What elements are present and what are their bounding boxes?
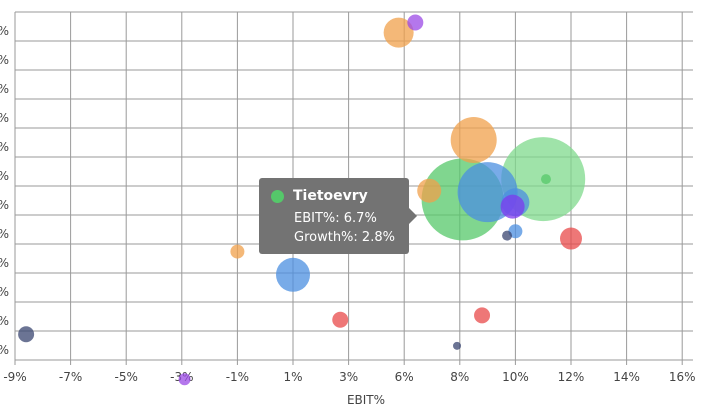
x-tick-label: -1% <box>226 370 249 384</box>
y-tick-label: % <box>0 227 9 241</box>
x-tick-label: 12% <box>558 370 585 384</box>
data-point-bubble[interactable] <box>18 326 35 343</box>
x-tick-label: 1% <box>283 370 302 384</box>
data-point-bubble[interactable] <box>560 227 582 250</box>
data-point-bubble[interactable] <box>453 341 462 350</box>
data-point-bubble[interactable] <box>474 307 491 324</box>
tooltip-growth-line: Growth%: 2.8% <box>294 230 395 245</box>
tooltip-arrow <box>409 208 417 224</box>
y-tick-label: % <box>0 53 9 67</box>
x-tick-label: -9% <box>3 370 26 384</box>
y-tick-label: % <box>0 82 9 96</box>
y-tick-label: % <box>0 285 9 299</box>
data-point-bubble[interactable] <box>502 230 513 241</box>
x-tick-label: 10% <box>502 370 529 384</box>
x-tick-label: 16% <box>669 370 696 384</box>
y-tick-label: % <box>0 256 9 270</box>
tooltip-ebit-line: EBIT%: 6.7% <box>294 211 377 226</box>
data-point-bubble[interactable] <box>230 244 245 259</box>
y-tick-label: % <box>0 314 9 328</box>
x-tick-label: 6% <box>395 370 414 384</box>
tooltip-title: Tietoevry <box>293 188 368 204</box>
y-tick-labels: %%%%%%%%%%%% <box>0 24 9 357</box>
data-point-bubble[interactable] <box>417 178 442 203</box>
y-tick-label: % <box>0 169 9 183</box>
y-tick-label: % <box>0 198 9 212</box>
tooltip-color-swatch <box>271 189 284 203</box>
y-tick-label: % <box>0 140 9 154</box>
data-point-bubble[interactable] <box>178 373 191 386</box>
x-tick-label: -7% <box>59 370 82 384</box>
data-point-bubble[interactable] <box>407 14 424 31</box>
data-point-bubble[interactable] <box>500 194 525 219</box>
y-tick-label: % <box>0 111 9 125</box>
x-tick-label: -5% <box>115 370 138 384</box>
data-point-bubble[interactable] <box>450 116 497 163</box>
data-point-bubble[interactable] <box>332 311 349 328</box>
y-tick-label: % <box>0 343 9 357</box>
y-tick-label: % <box>0 24 9 38</box>
x-tick-label: 8% <box>450 370 469 384</box>
tooltip: Tietoevry EBIT%: 6.7% Growth%: 2.8% <box>259 178 417 254</box>
x-tick-label: 14% <box>613 370 640 384</box>
x-axis-title: EBIT% <box>347 393 385 407</box>
x-tick-label: 3% <box>339 370 358 384</box>
data-point-bubble[interactable] <box>540 174 551 185</box>
data-point-bubble[interactable] <box>383 17 414 48</box>
data-points <box>18 14 586 386</box>
x-tick-labels: -9%-7%-5%-3%-1%1%3%6%8%10%12%14%16% <box>3 370 695 384</box>
data-point-bubble[interactable] <box>276 257 310 292</box>
